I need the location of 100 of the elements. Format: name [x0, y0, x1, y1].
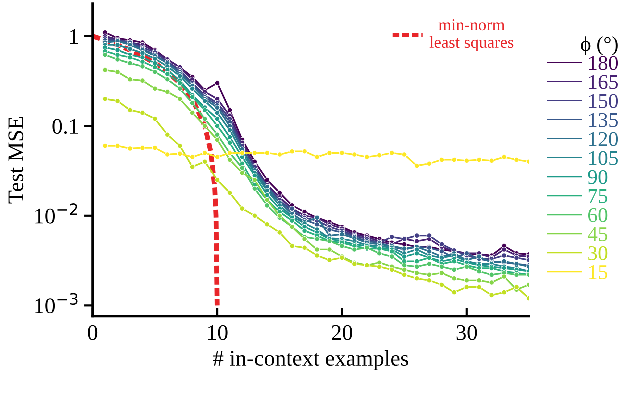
legend-title: ϕ (°)	[581, 36, 618, 56]
point	[190, 164, 196, 170]
point	[302, 236, 308, 242]
point	[190, 86, 196, 92]
point	[252, 213, 258, 219]
point	[489, 280, 495, 286]
point	[452, 157, 458, 163]
point	[302, 148, 308, 154]
y-tick-label: 1	[70, 29, 78, 44]
point	[414, 276, 420, 282]
point	[290, 243, 296, 249]
point	[327, 150, 332, 156]
point	[502, 274, 508, 280]
y-tick-label: 0.1	[52, 119, 78, 134]
point	[264, 150, 270, 156]
point	[414, 270, 420, 276]
x-tick-label: 0	[88, 325, 98, 340]
point	[402, 152, 408, 158]
legend-label: 30	[588, 246, 608, 260]
point	[164, 89, 170, 95]
point	[202, 150, 208, 156]
point	[252, 186, 258, 192]
point	[252, 177, 258, 183]
point	[102, 143, 108, 149]
point	[502, 247, 508, 252]
point	[177, 80, 183, 86]
point	[214, 123, 220, 129]
point	[502, 253, 508, 258]
point	[302, 228, 308, 234]
legend-label: 45	[588, 228, 608, 242]
point	[277, 152, 283, 158]
point	[302, 245, 308, 251]
point	[227, 108, 233, 114]
point	[177, 96, 183, 102]
y-axis-title: Test MSE	[8, 117, 24, 204]
point	[102, 96, 108, 102]
point	[439, 242, 445, 248]
point	[389, 234, 395, 240]
legend-label: 60	[588, 208, 608, 222]
point	[290, 148, 296, 154]
point	[177, 151, 183, 157]
point	[340, 243, 345, 249]
legend-label: 150	[589, 94, 618, 108]
point	[140, 54, 146, 60]
legend-label: 105	[589, 151, 618, 166]
point	[327, 258, 332, 264]
point	[352, 247, 358, 252]
point	[464, 278, 470, 284]
legend-label: 120	[589, 132, 618, 146]
legend-label: 90	[588, 170, 608, 184]
point	[426, 161, 432, 167]
point	[389, 267, 395, 273]
point	[264, 202, 270, 208]
point	[414, 258, 420, 264]
point	[327, 247, 332, 252]
point	[164, 71, 170, 77]
point	[214, 132, 220, 138]
point	[476, 157, 482, 163]
point	[152, 116, 158, 122]
point	[214, 154, 220, 160]
point	[164, 132, 170, 138]
point	[227, 190, 233, 196]
legend-label: 135	[589, 113, 618, 128]
point	[214, 116, 220, 122]
point	[389, 150, 395, 156]
point	[202, 159, 208, 165]
x-tick-label: 10	[208, 325, 228, 340]
point	[140, 145, 146, 151]
point	[227, 128, 233, 133]
point	[314, 154, 320, 160]
x-tick-label: 30	[456, 325, 478, 340]
point	[227, 140, 233, 146]
legend-label: 15	[589, 266, 608, 280]
x-tick-label: 20	[332, 325, 352, 340]
point	[115, 42, 120, 48]
point	[464, 284, 470, 290]
point	[402, 267, 408, 273]
point	[277, 230, 283, 236]
point	[128, 108, 133, 114]
point	[476, 268, 482, 274]
point	[439, 282, 445, 288]
point	[128, 46, 133, 52]
y-tick-label: 10$^{−2}$	[36, 204, 78, 224]
point	[314, 222, 320, 228]
point	[140, 64, 146, 70]
point	[152, 145, 158, 151]
point	[190, 154, 196, 160]
point	[426, 233, 432, 239]
point	[489, 292, 495, 298]
point	[514, 157, 520, 163]
point	[439, 264, 445, 270]
y-tick-label: 10$^{−3}$	[36, 293, 78, 314]
point	[252, 150, 258, 156]
point	[240, 165, 246, 171]
point	[202, 108, 208, 114]
point	[290, 218, 296, 224]
point	[227, 134, 233, 140]
point	[514, 284, 520, 290]
point	[502, 154, 508, 160]
x-axis-title: # in-context examples	[213, 350, 408, 371]
